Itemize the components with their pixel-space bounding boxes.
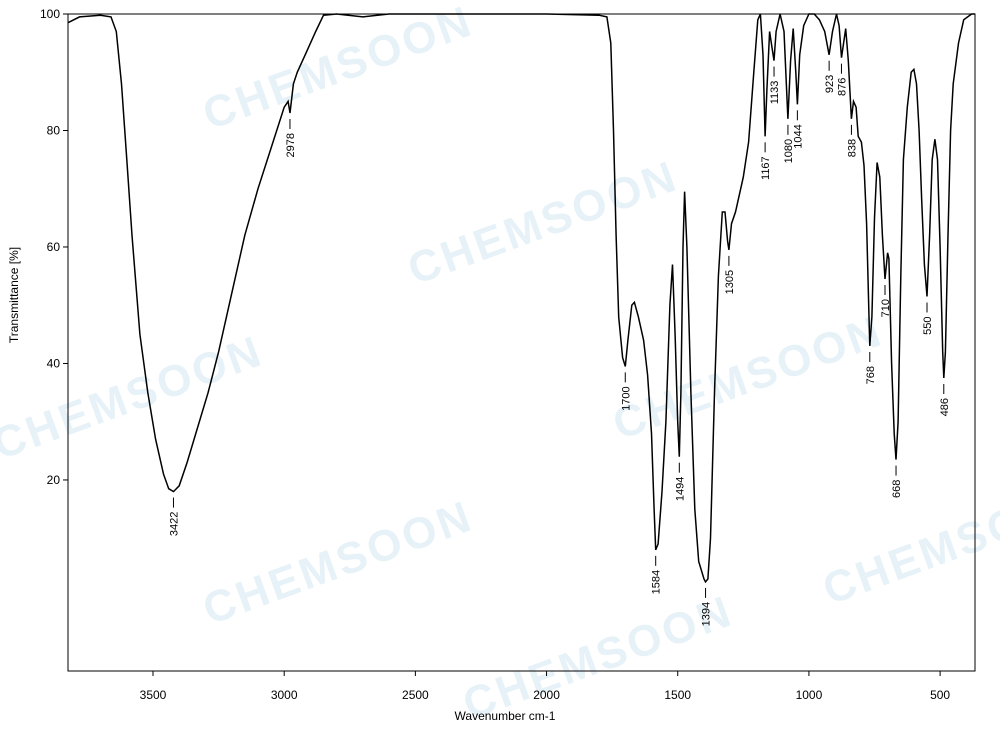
x-tick-label: 3500 bbox=[140, 688, 167, 702]
y-axis-label: Transmittance [%] bbox=[7, 247, 21, 343]
watermark: CHEMSOON bbox=[197, 492, 480, 635]
watermark: CHEMSOON bbox=[817, 472, 1000, 615]
peak-label: 486 bbox=[939, 398, 951, 416]
peak-label: 1584 bbox=[651, 570, 663, 594]
peak-label: 876 bbox=[836, 78, 848, 96]
y-tick-label: 40 bbox=[47, 356, 61, 370]
peak-label: 838 bbox=[846, 139, 858, 157]
peak-label: 3422 bbox=[168, 512, 180, 536]
y-tick-label: 60 bbox=[47, 240, 61, 254]
peak-label: 550 bbox=[922, 316, 934, 334]
peak-label: 923 bbox=[824, 75, 836, 93]
x-tick-label: 2000 bbox=[533, 688, 560, 702]
watermark: CHEMSOON bbox=[197, 0, 480, 139]
watermark: CHEMSOON bbox=[402, 152, 685, 295]
x-tick-label: 2500 bbox=[402, 688, 429, 702]
watermark: CHEMSOON bbox=[607, 307, 890, 450]
peak-label: 1494 bbox=[674, 477, 686, 501]
peak-label: 1167 bbox=[760, 156, 772, 180]
peak-label: 1133 bbox=[769, 81, 781, 105]
peak-label: 1080 bbox=[783, 139, 795, 163]
peak-label: 668 bbox=[891, 480, 903, 498]
y-tick-label: 80 bbox=[47, 123, 61, 137]
y-tick-label: 20 bbox=[47, 473, 61, 487]
peak-label: 768 bbox=[865, 366, 877, 384]
peak-label: 710 bbox=[880, 299, 892, 317]
x-tick-label: 1000 bbox=[796, 688, 823, 702]
spectrum-line bbox=[67, 13, 975, 584]
peak-label: 1394 bbox=[701, 602, 713, 626]
x-tick-label: 1500 bbox=[664, 688, 691, 702]
peak-label: 1700 bbox=[620, 386, 632, 410]
peak-label: 1044 bbox=[792, 124, 804, 148]
x-tick-label: 500 bbox=[930, 688, 950, 702]
x-axis-label: Wavenumber cm-1 bbox=[455, 709, 556, 723]
peak-label: 1305 bbox=[724, 270, 736, 294]
watermark: CHEMSOON bbox=[457, 587, 740, 730]
y-tick-label: 100 bbox=[40, 7, 60, 21]
peak-label: 2978 bbox=[285, 133, 297, 157]
x-tick-label: 3000 bbox=[271, 688, 298, 702]
watermark: CHEMSOON bbox=[0, 327, 269, 470]
